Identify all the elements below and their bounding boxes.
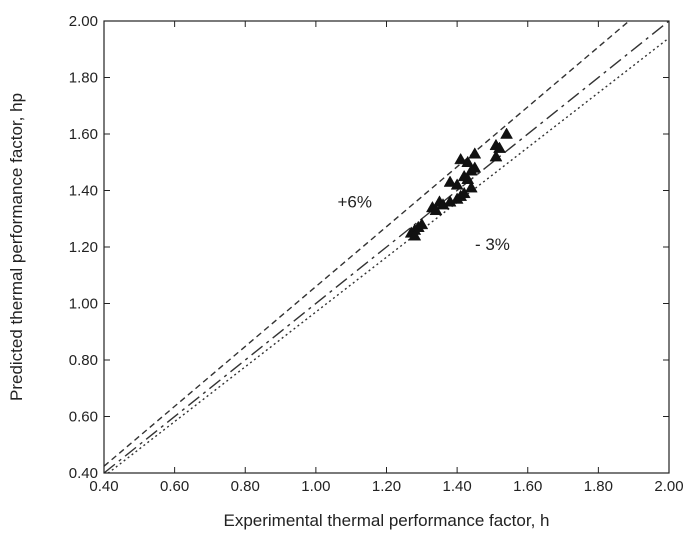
data-point: [454, 152, 468, 165]
reference-line-1: [104, 21, 669, 473]
data-point: [429, 203, 443, 216]
y-tick-label: 0.60: [69, 409, 98, 426]
annotation-label: - 3%: [475, 235, 510, 254]
x-tick-label: 1.00: [301, 478, 330, 495]
data-point: [468, 161, 482, 173]
x-axis-title: Experimental thermal performance factor,…: [224, 511, 550, 530]
data-point: [415, 217, 429, 230]
y-tick-label: 2.00: [69, 13, 98, 30]
x-tick-label: 1.80: [584, 478, 613, 495]
data-point: [443, 175, 457, 187]
data-point: [464, 181, 478, 193]
data-point: [461, 155, 475, 167]
x-tick-label: 1.40: [443, 478, 472, 495]
data-point: [457, 186, 471, 199]
y-tick-label: 0.80: [69, 352, 98, 369]
data-point: [450, 178, 464, 190]
annotations: +6% - 3%: [337, 192, 509, 253]
x-tick-label: 1.20: [372, 478, 401, 495]
y-tick-label: 1.80: [69, 70, 98, 87]
x-tick-label: 1.60: [513, 478, 542, 495]
data-points: [404, 127, 513, 241]
x-tick-label: 0.80: [231, 478, 260, 495]
y-tick-label: 1.60: [69, 126, 98, 143]
data-point: [500, 127, 513, 139]
reference-line-0: [104, 21, 631, 467]
data-point: [489, 150, 503, 162]
y-tick-label: 1.00: [69, 296, 98, 313]
reference-line-2: [107, 37, 669, 473]
reference-lines: [104, 21, 669, 473]
data-point: [408, 229, 422, 241]
x-tick-label: 0.60: [160, 478, 189, 495]
y-tick-label: 1.40: [69, 183, 98, 200]
data-point: [468, 147, 482, 159]
data-point: [461, 172, 475, 184]
x-tick-label: 0.40: [89, 478, 118, 495]
y-tick-label: 0.40: [69, 465, 98, 482]
y-axis-title: Predicted thermal performance factor, hp: [7, 93, 26, 401]
x-tick-label: 2.00: [654, 478, 683, 495]
data-point: [493, 141, 506, 153]
annotation-label: +6%: [337, 192, 372, 211]
axis-ticks: 0.40 0.60 0.80 1.00 1.20 1.40 1.60 1.80 2.00 0.40…: [69, 13, 684, 495]
y-tick-label: 1.20: [69, 239, 98, 256]
